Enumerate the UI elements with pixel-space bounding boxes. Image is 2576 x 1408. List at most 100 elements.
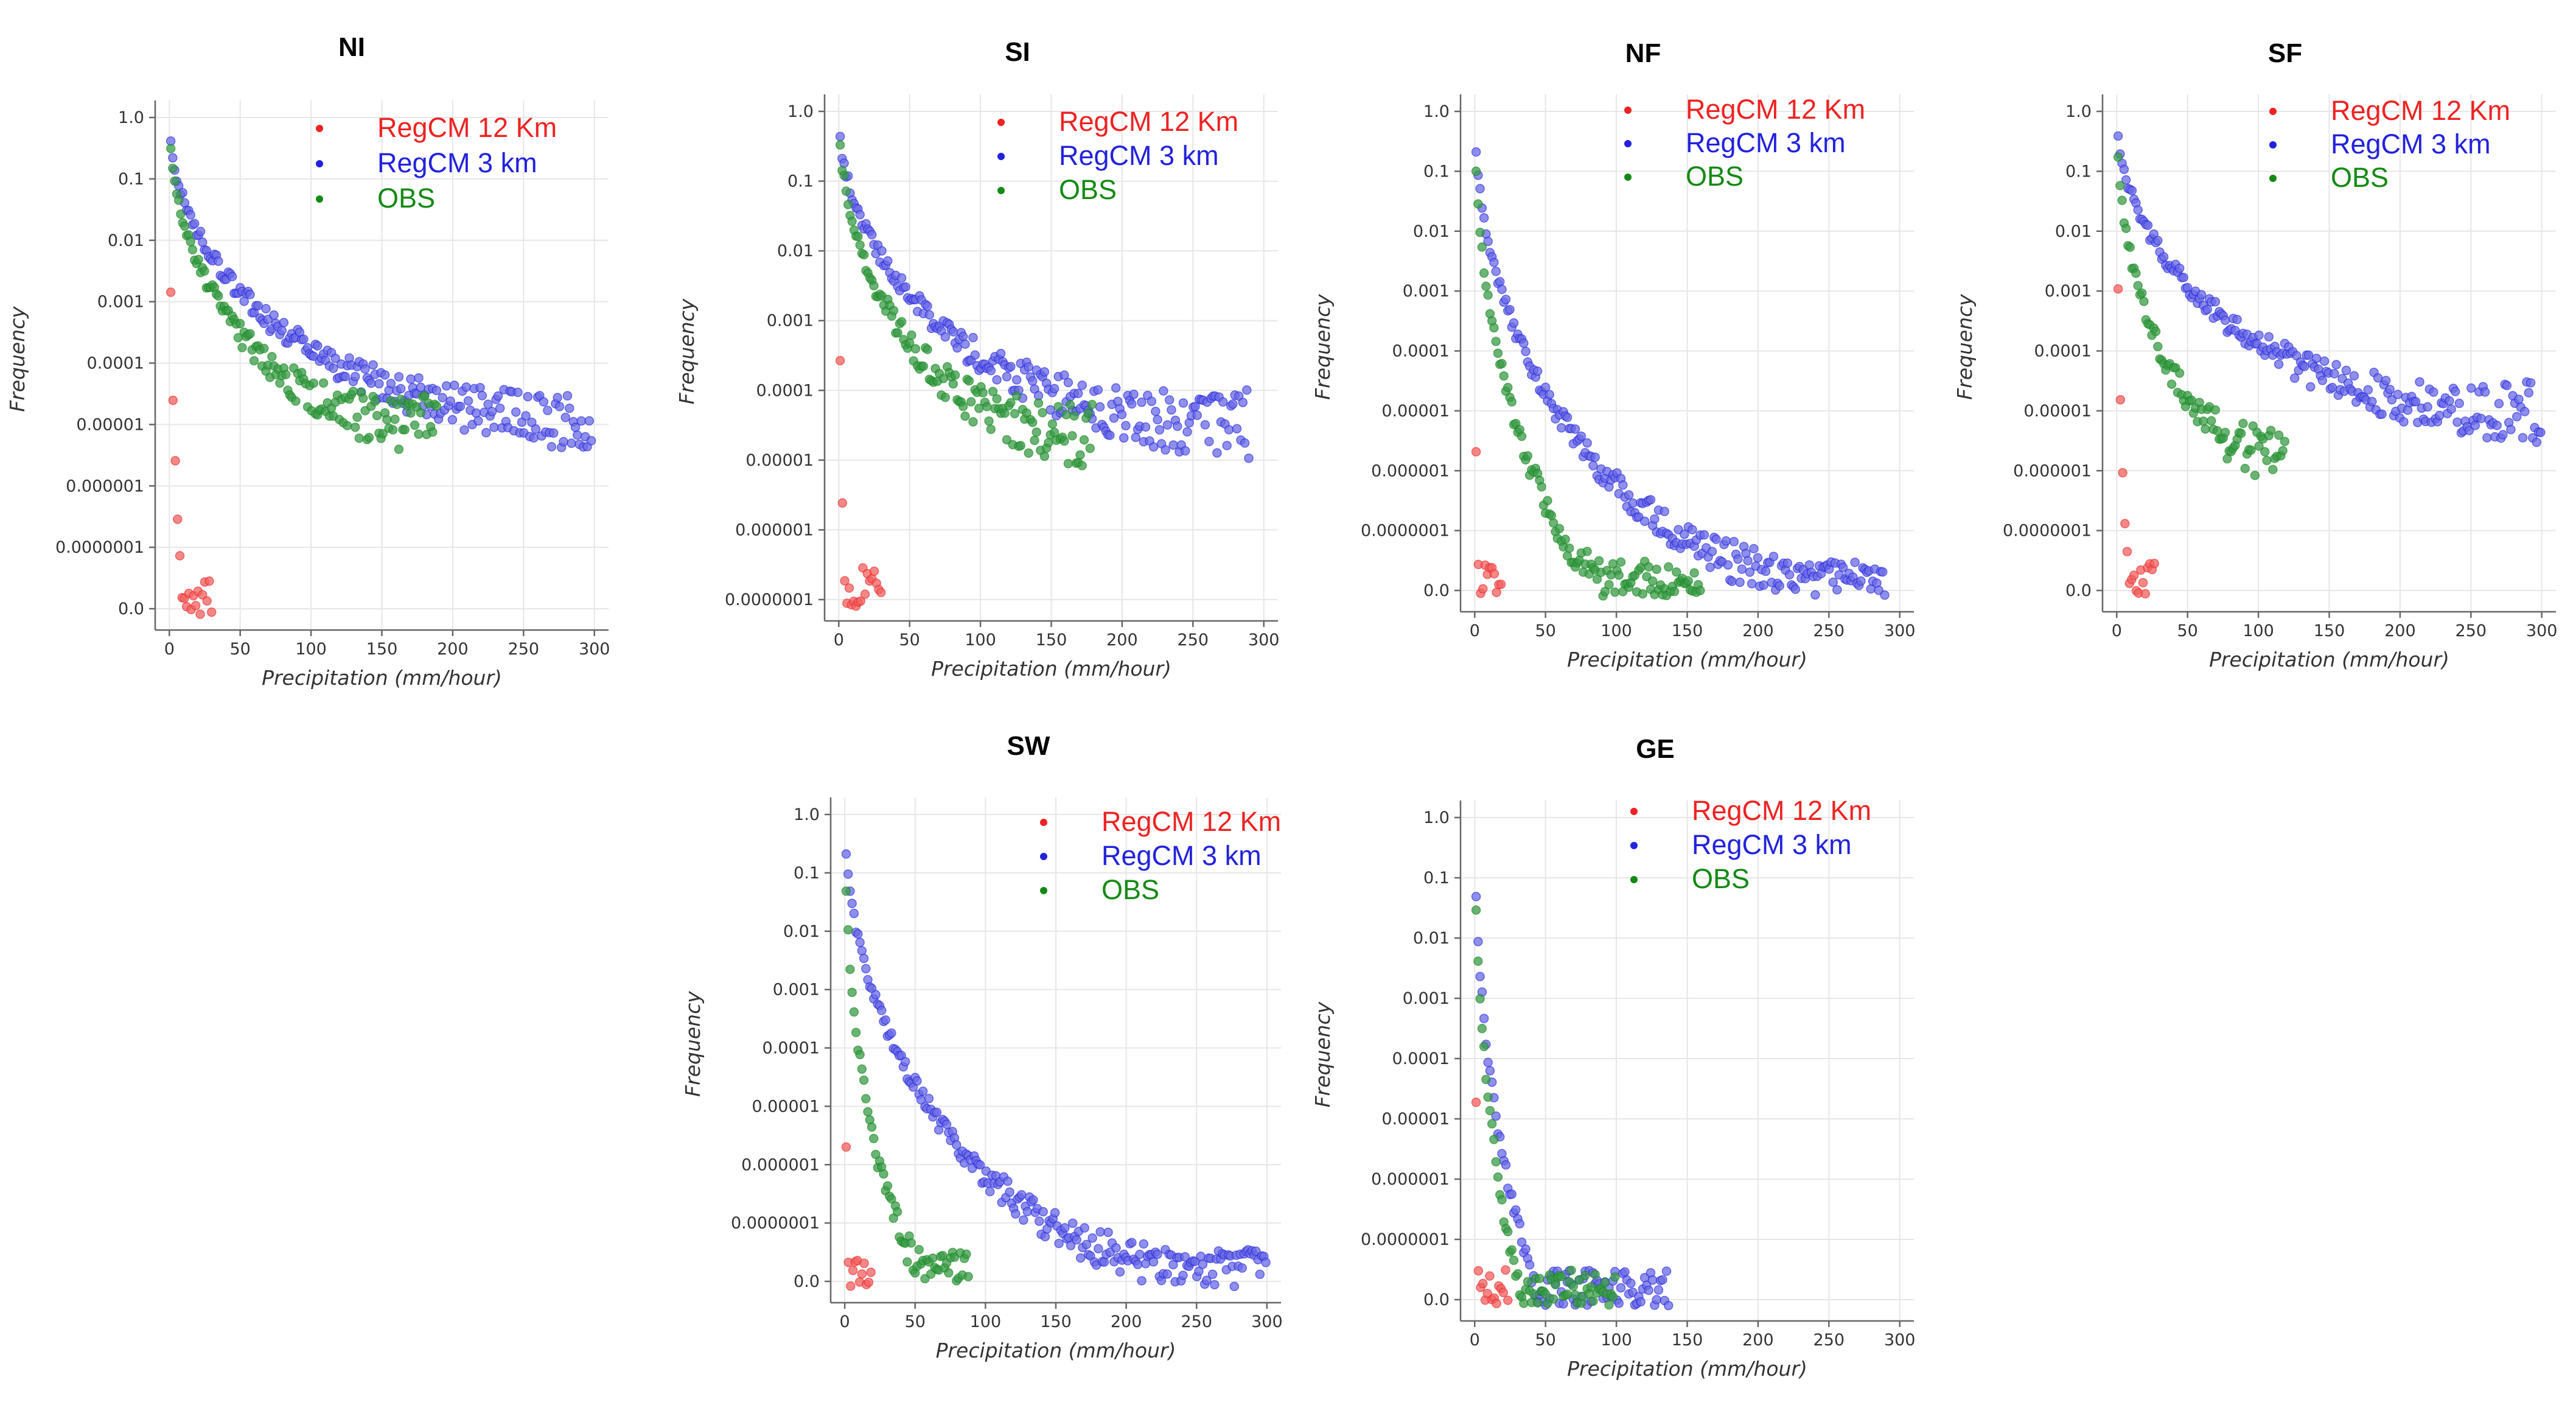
- data-point: [1119, 433, 1129, 443]
- data-point: [2452, 417, 2462, 427]
- legend-marker: [1630, 842, 1638, 849]
- data-point: [1121, 421, 1131, 431]
- data-point: [968, 332, 978, 343]
- legend-marker: [997, 187, 1005, 194]
- data-point: [2482, 433, 2492, 443]
- data-point: [1545, 390, 1554, 400]
- data-point: [1167, 405, 1176, 415]
- data-point: [2236, 429, 2246, 438]
- data-point: [1164, 395, 1175, 405]
- data-point: [1127, 1238, 1137, 1247]
- data-point: [2174, 368, 2185, 378]
- data-point: [2232, 315, 2242, 324]
- data-point: [2506, 424, 2516, 435]
- data-point: [1072, 1235, 1081, 1245]
- data-point: [554, 402, 565, 412]
- legend-label: OBS: [2331, 162, 2389, 193]
- data-point: [2518, 433, 2528, 443]
- data-point: [1139, 1239, 1149, 1249]
- data-point: [1153, 415, 1162, 425]
- data-point: [2494, 399, 2504, 408]
- data-point: [1497, 1195, 1507, 1205]
- data-point: [1147, 396, 1157, 406]
- data-point: [548, 428, 559, 438]
- data-point: [1002, 372, 1012, 382]
- data-point: [867, 229, 877, 240]
- y-tick-label: 1.0: [2065, 102, 2092, 121]
- data-point: [329, 363, 338, 373]
- data-point: [958, 332, 968, 341]
- data-point: [1683, 576, 1694, 586]
- x-axis-title: Precipitation (mm/hour): [2209, 648, 2449, 671]
- data-point: [173, 195, 184, 205]
- data-point: [859, 250, 869, 260]
- data-point: [1489, 1135, 1499, 1144]
- data-point: [1699, 530, 1709, 540]
- x-tick-label: 100: [295, 640, 327, 659]
- data-point: [396, 384, 406, 394]
- data-point: [2317, 376, 2328, 385]
- data-point: [1669, 586, 1680, 597]
- data-point: [1560, 534, 1571, 544]
- data-point: [1521, 1244, 1531, 1254]
- data-point: [950, 370, 960, 380]
- data-point: [1079, 435, 1089, 445]
- panel-sf: SF 0 50 100 150 200 250 300 1.0 0.1 0.01 0.001 0.000…: [1953, 38, 2557, 671]
- data-point: [1548, 518, 1559, 528]
- data-point: [394, 372, 404, 382]
- y-tick-label: 0.01: [1413, 222, 1450, 241]
- data-point: [275, 378, 285, 388]
- data-point: [892, 1207, 902, 1217]
- data-point: [1507, 1245, 1517, 1255]
- data-point: [186, 237, 195, 247]
- y-tick-label: 0.001: [767, 312, 814, 331]
- legend-marker: [316, 125, 323, 132]
- data-point: [1517, 432, 1527, 441]
- y-tick-label: 0.00001: [752, 1097, 820, 1116]
- data-point: [2387, 394, 2397, 405]
- data-point: [1003, 1176, 1013, 1186]
- data-point: [1647, 576, 1658, 586]
- data-point: [394, 444, 404, 454]
- data-point: [1664, 562, 1674, 572]
- data-point: [166, 144, 176, 153]
- data-point: [1059, 436, 1069, 446]
- y-tick-label: 0.000001: [1371, 461, 1450, 480]
- data-point: [1636, 1297, 1646, 1307]
- data-point: [513, 387, 523, 398]
- data-point: [194, 254, 203, 265]
- y-tick-label: 0.0001: [763, 1039, 820, 1058]
- data-point: [923, 301, 932, 311]
- data-point: [1080, 1223, 1089, 1233]
- data-point: [539, 397, 549, 407]
- y-tick-label: 0.00001: [76, 415, 144, 434]
- data-point: [1224, 425, 1234, 435]
- data-point: [1471, 905, 1481, 915]
- y-tick-label: 0.0000001: [55, 538, 144, 557]
- data-point: [428, 427, 438, 437]
- data-point: [843, 925, 853, 935]
- data-point: [1481, 281, 1491, 292]
- data-point: [923, 345, 932, 354]
- series-obs: [166, 144, 442, 454]
- data-point: [1475, 972, 1485, 982]
- data-point: [1749, 544, 1759, 554]
- data-point: [1047, 419, 1058, 429]
- data-point: [400, 425, 410, 435]
- data-point: [374, 379, 384, 389]
- x-tick-label: 0: [1470, 1331, 1480, 1350]
- data-point: [855, 937, 865, 947]
- x-tick-label: 250: [508, 640, 540, 659]
- data-point: [2212, 426, 2222, 436]
- data-point: [2525, 378, 2536, 388]
- data-point: [2196, 290, 2207, 299]
- data-point: [2480, 387, 2490, 397]
- y-tick-label: 0.000001: [2013, 461, 2092, 480]
- data-point: [1028, 1195, 1038, 1205]
- data-point: [2121, 175, 2131, 185]
- data-point: [2238, 418, 2248, 429]
- data-point: [1570, 1290, 1580, 1300]
- data-point: [1492, 1298, 1501, 1309]
- data-point: [1487, 1119, 1497, 1129]
- data-point: [2446, 404, 2456, 414]
